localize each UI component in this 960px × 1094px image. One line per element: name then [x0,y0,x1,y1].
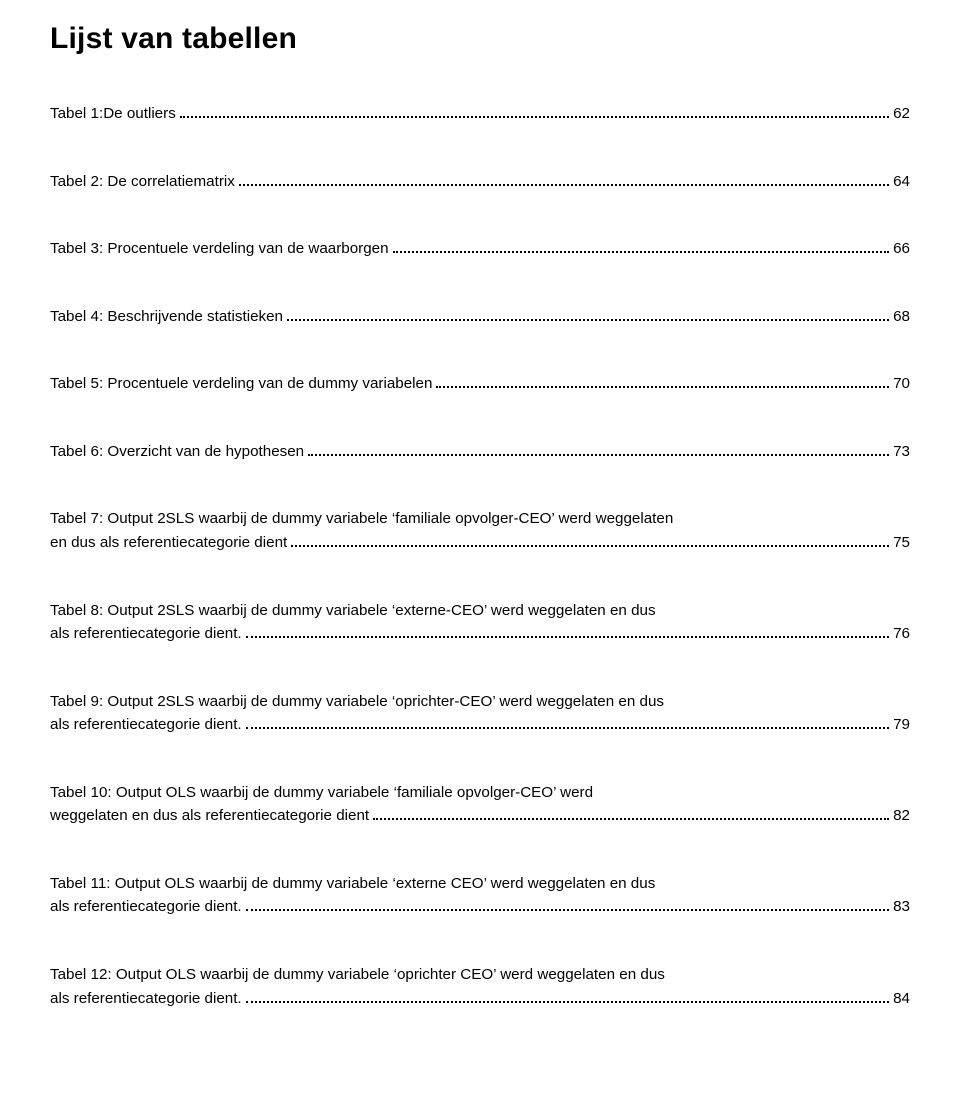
toc-entry: Tabel 4: Beschrijvende statistieken 68 [50,305,910,329]
entry-page: 76 [893,622,910,646]
entry-page: 79 [893,713,910,737]
entry-label: Tabel 5: Procentuele verdeling van de du… [50,372,432,396]
dot-leader [373,807,889,820]
entry-label: Tabel 9: Output 2SLS waarbij de dummy va… [50,690,910,714]
entry-label-cont: als referentiecategorie dient. [50,713,242,737]
toc-entry: Tabel 11: Output OLS waarbij de dummy va… [50,872,910,919]
dot-leader [239,172,889,185]
entry-page: 68 [893,305,910,329]
entry-page: 83 [893,895,910,919]
entry-page: 75 [893,531,910,555]
toc-entry: Tabel 10: Output OLS waarbij de dummy va… [50,781,910,828]
entry-label-cont: weggelaten en dus als referentiecategori… [50,804,369,828]
page-title: Lijst van tabellen [50,22,910,56]
entry-label: Tabel 7: Output 2SLS waarbij de dummy va… [50,507,910,531]
toc-entry: Tabel 3: Procentuele verdeling van de wa… [50,237,910,261]
entry-label-cont: als referentiecategorie dient. [50,895,242,919]
entry-page: 70 [893,372,910,396]
dot-leader [308,442,889,455]
entry-label-cont: als referentiecategorie dient. [50,622,242,646]
entry-page: 62 [893,102,910,126]
entry-page: 82 [893,804,910,828]
entry-label: Tabel 8: Output 2SLS waarbij de dummy va… [50,599,910,623]
toc-entry: Tabel 5: Procentuele verdeling van de du… [50,372,910,396]
toc-entry: Tabel 7: Output 2SLS waarbij de dummy va… [50,507,910,554]
entry-label: Tabel 4: Beschrijvende statistieken [50,305,283,329]
dot-leader [246,898,889,911]
dot-leader [246,625,889,638]
toc-entry: Tabel 1:De outliers 62 [50,102,910,126]
toc-entry: Tabel 12: Output OLS waarbij de dummy va… [50,963,910,1010]
toc-entry: Tabel 2: De correlatiematrix 64 [50,170,910,194]
entry-label-cont: en dus als referentiecategorie dient [50,531,287,555]
entry-label: Tabel 10: Output OLS waarbij de dummy va… [50,781,910,805]
dot-leader [246,716,889,729]
entry-page: 66 [893,237,910,261]
entry-label: Tabel 12: Output OLS waarbij de dummy va… [50,963,910,987]
entry-label: Tabel 2: De correlatiematrix [50,170,235,194]
entry-label: Tabel 3: Procentuele verdeling van de wa… [50,237,389,261]
dot-leader [287,307,889,320]
entry-label: Tabel 1:De outliers [50,102,176,126]
toc-entry: Tabel 6: Overzicht van de hypothesen 73 [50,440,910,464]
entry-page: 64 [893,170,910,194]
toc-entry: Tabel 8: Output 2SLS waarbij de dummy va… [50,599,910,646]
toc-entry: Tabel 9: Output 2SLS waarbij de dummy va… [50,690,910,737]
entry-page: 84 [893,987,910,1011]
entry-label: Tabel 6: Overzicht van de hypothesen [50,440,304,464]
dot-leader [436,375,889,388]
entry-page: 73 [893,440,910,464]
dot-leader [246,989,889,1002]
dot-leader [393,240,890,253]
entry-label-cont: als referentiecategorie dient. [50,987,242,1011]
dot-leader [180,105,889,118]
dot-leader [291,534,889,547]
entry-label: Tabel 11: Output OLS waarbij de dummy va… [50,872,910,896]
